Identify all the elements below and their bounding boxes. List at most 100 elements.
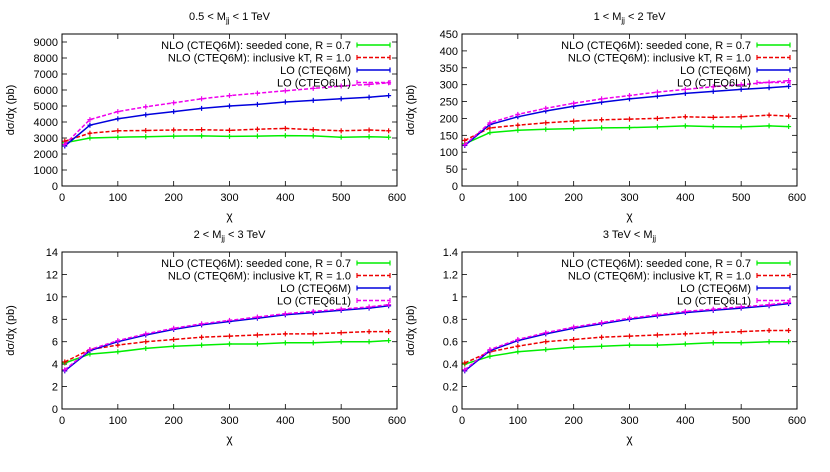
x-tick-label: 200	[564, 415, 582, 427]
y-axis-label: dσ/dχ (pb)	[405, 305, 417, 355]
y-tick-label: 0	[452, 404, 458, 416]
y-tick-label: 0	[52, 181, 58, 193]
legend-label: LO (CTEQ6L1)	[677, 296, 751, 308]
legend-label: NLO (CTEQ6M): inclusive kT, R = 1.0	[568, 53, 751, 65]
y-tick-label: 10	[46, 292, 58, 304]
y-tick-label: 8000	[34, 53, 58, 65]
plot-frame	[61, 33, 398, 187]
legend-label: LO (CTEQ6M)	[280, 65, 351, 77]
x-tick-label: 600	[388, 192, 406, 204]
chart-title-main: 1 < M	[594, 11, 622, 23]
series-line-1	[64, 339, 389, 364]
y-tick-label: 1	[452, 292, 458, 304]
x-tick-label: 0	[459, 415, 465, 427]
y-tick-label: 50	[446, 164, 458, 176]
legend-label: NLO (CTEQ6M): inclusive kT, R = 1.0	[568, 271, 751, 283]
series-line-4	[64, 303, 389, 371]
legend-label: NLO (CTEQ6M): inclusive kT, R = 1.0	[168, 271, 351, 283]
y-tick-label: 5000	[34, 101, 58, 113]
x-axis-label: χ	[226, 209, 233, 223]
chart-title: 3 TeV < Mjj	[603, 229, 656, 243]
chart-title-main: 3 TeV < M	[603, 229, 653, 241]
x-tick-label: 100	[109, 192, 127, 204]
x-tick-label: 200	[164, 192, 182, 204]
x-tick-label: 0	[59, 415, 65, 427]
legend-label: LO (CTEQ6L1)	[677, 78, 751, 90]
x-axis-label: χ	[626, 432, 633, 446]
legend-label: NLO (CTEQ6M): seeded cone, R = 0.7	[561, 40, 751, 52]
series-line-1	[464, 125, 789, 145]
chart-title-main: 0.5 < M	[189, 11, 226, 23]
chart-title-subscript: jj	[652, 234, 657, 243]
chart-title-subscript: jj	[220, 234, 225, 243]
chart-title: 1 < Mjj < 2 TeV	[594, 11, 667, 25]
y-tick-label: 150	[440, 130, 458, 142]
y-tick-label: 7000	[34, 69, 58, 81]
series-line-3	[464, 302, 789, 372]
y-axis-label: dσ/dχ (pb)	[5, 85, 17, 135]
x-tick-label: 0	[59, 192, 65, 204]
y-tick-label: 200	[440, 113, 458, 125]
y-tick-label: 0	[452, 181, 458, 193]
y-tick-label: 1.2	[443, 269, 458, 281]
legend-label: LO (CTEQ6M)	[680, 283, 751, 295]
x-tick-label: 600	[388, 415, 406, 427]
x-axis-label: χ	[626, 209, 633, 223]
chart-panel-2: 1 < Mjj < 2 TeV 0 50 100 150 200 250 300 350 400 4…	[405, 11, 806, 223]
x-tick-label: 300	[620, 415, 638, 427]
y-tick-label: 6000	[34, 85, 58, 97]
y-tick-label: 0.8	[443, 314, 458, 326]
y-tick-label: 400	[440, 46, 458, 58]
plot-frame	[61, 251, 398, 410]
legend-label: LO (CTEQ6L1)	[277, 296, 351, 308]
series-line-1	[464, 340, 789, 365]
y-tick-label: 1.4	[443, 247, 458, 259]
y-tick-label: 4000	[34, 117, 58, 129]
chart-panel-3: 2 < Mjj < 3 TeV 0 2 4 6 8 10 12 14 0 100 200 300 400 5…	[5, 229, 406, 446]
plot-frame	[461, 33, 798, 187]
x-tick-label: 500	[732, 192, 750, 204]
chart-title: 2 < Mjj < 3 TeV	[194, 229, 267, 243]
x-tick-label: 400	[676, 192, 694, 204]
series-line-3	[64, 305, 389, 372]
y-tick-label: 9000	[34, 37, 58, 49]
y-tick-label: 2	[52, 382, 58, 394]
x-tick-label: 600	[788, 192, 806, 204]
x-tick-label: 600	[788, 415, 806, 427]
x-tick-label: 100	[109, 415, 127, 427]
chart-title-subscript: jj	[225, 16, 230, 25]
series-line-2	[64, 330, 389, 363]
x-tick-label: 500	[332, 192, 350, 204]
x-tick-label: 400	[276, 192, 294, 204]
x-tick-label: 0	[459, 192, 465, 204]
x-tick-label: 500	[332, 415, 350, 427]
y-tick-label: 3000	[34, 133, 58, 145]
chart-panel-4: 3 TeV < Mjj 0 0.2 0.4 0.6 0.8 1 1.2 1.4 0 100 200 30…	[405, 229, 806, 446]
chart-title-main: 2 < M	[194, 229, 222, 241]
x-tick-label: 100	[509, 192, 527, 204]
y-tick-label: 300	[440, 80, 458, 92]
x-tick-label: 400	[276, 415, 294, 427]
x-tick-label: 500	[732, 415, 750, 427]
y-tick-label: 0.2	[443, 382, 458, 394]
chart-panel-1: 0.5 < Mjj < 1 TeV01000200030004000500060…	[5, 11, 406, 223]
y-tick-label: 0.6	[443, 337, 458, 349]
legend-label: NLO (CTEQ6M): seeded cone, R = 0.7	[161, 40, 351, 52]
legend-label: NLO (CTEQ6M): inclusive kT, R = 1.0	[168, 53, 351, 65]
series-line-4	[64, 82, 389, 145]
x-tick-label: 400	[676, 415, 694, 427]
y-tick-label: 0	[52, 404, 58, 416]
y-axis-label: dσ/dχ (pb)	[5, 305, 17, 355]
x-tick-label: 100	[509, 415, 527, 427]
chart-title-subscript: jj	[620, 16, 625, 25]
legend-label: NLO (CTEQ6M): seeded cone, R = 0.7	[561, 258, 751, 270]
y-tick-label: 14	[46, 247, 58, 259]
legend-label: LO (CTEQ6M)	[280, 283, 351, 295]
x-tick-label: 300	[620, 192, 638, 204]
x-tick-label: 300	[220, 415, 238, 427]
y-axis-label: dσ/dχ (pb)	[405, 85, 417, 135]
chart-title: 0.5 < Mjj < 1 TeV	[189, 11, 271, 25]
x-axis-label: χ	[226, 432, 233, 446]
y-tick-label: 2000	[34, 149, 58, 161]
